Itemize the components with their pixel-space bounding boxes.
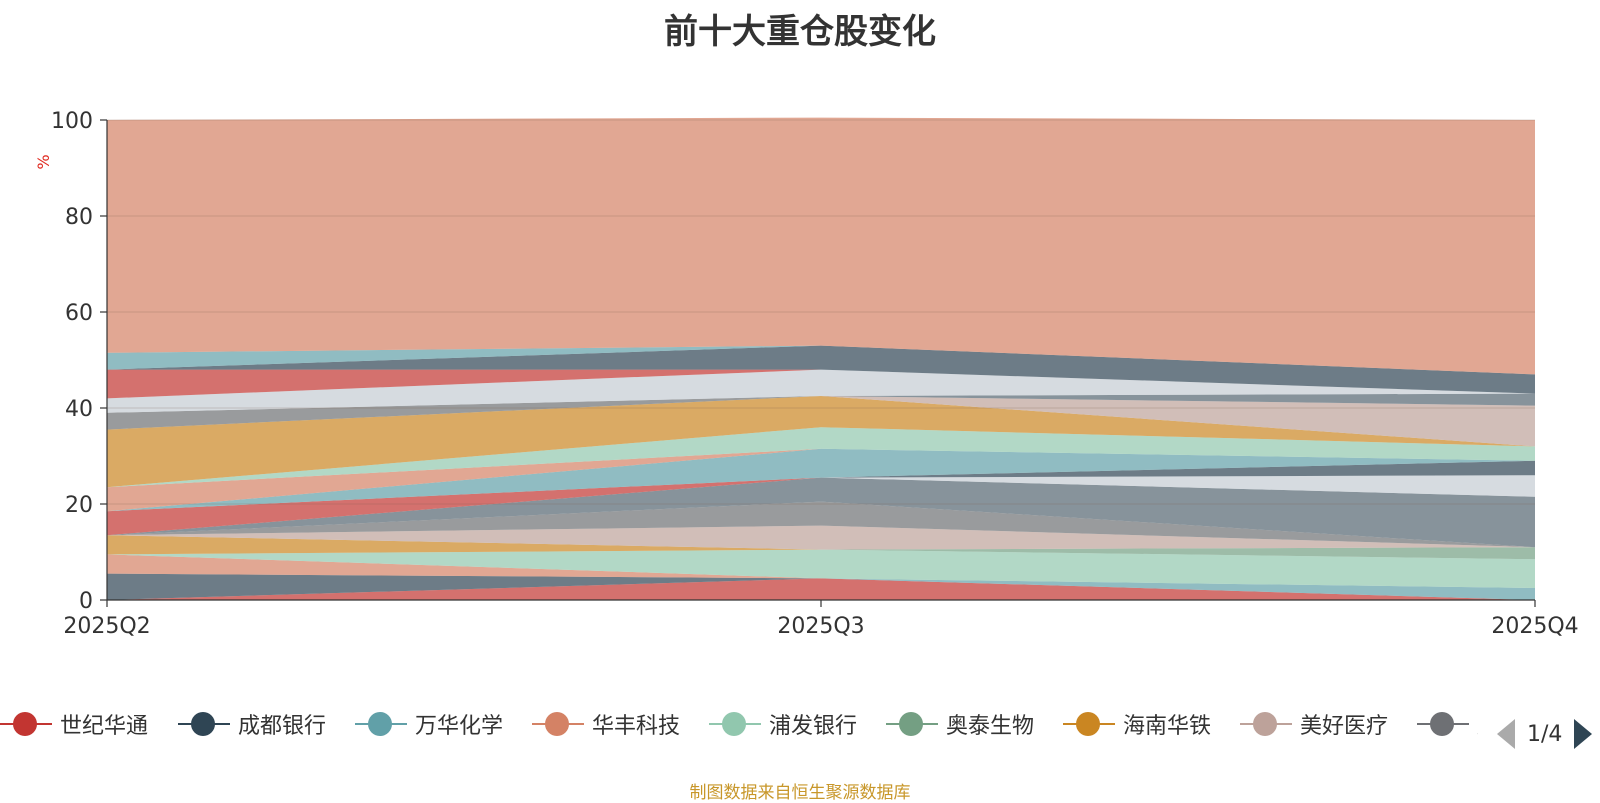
area-series-8: [107, 501, 1535, 548]
legend-item[interactable]: 美好医疗: [1240, 704, 1388, 744]
y-tick-label: 0: [79, 589, 93, 614]
x-tick-label: 2025Q2: [63, 614, 150, 639]
area-series-24: [107, 117, 1535, 375]
y-tick-label: 60: [65, 301, 93, 326]
area-series-1: [107, 573, 1535, 600]
y-tick-label: 20: [65, 493, 93, 518]
legend-marker-icon: [355, 704, 407, 744]
area-series-20: [107, 369, 1535, 413]
legend-label: 康…: [1477, 708, 1478, 740]
area-series-12: [107, 460, 1535, 512]
data-source-note: 制图数据来自恒生聚源数据库: [689, 783, 911, 803]
area-series-11: [107, 475, 1535, 536]
y-tick-label: 80: [65, 205, 93, 230]
x-tick-label: 2025Q4: [1491, 614, 1578, 639]
y-tick-label: 100: [51, 109, 93, 134]
legend-marker-icon: [709, 704, 761, 744]
legend-item[interactable]: 华丰科技: [532, 704, 680, 744]
legend-item[interactable]: 浦发银行: [709, 704, 857, 744]
area-series-9: [107, 477, 1535, 548]
legend-item[interactable]: 海南华铁: [1063, 704, 1211, 744]
legend-label: 浦发银行: [769, 714, 858, 739]
legend-item[interactable]: 成都银行: [178, 704, 326, 744]
legend-marker-icon: [178, 704, 230, 744]
legend-label: 万华化学: [415, 714, 504, 739]
area-series-21: [107, 369, 1535, 399]
legend-marker-icon: [532, 704, 584, 744]
previous-page-icon[interactable]: [1497, 719, 1515, 749]
legend-item[interactable]: 万华化学: [355, 704, 503, 744]
area-series-0: [107, 578, 1535, 600]
legend-item[interactable]: 奥泰生物: [886, 704, 1034, 744]
stacked-area-chart: 0 20 40 60 80 100% 2025Q2 2025Q3 2025Q4: [34, 109, 1579, 639]
legend-pager: 1/4: [1497, 716, 1593, 752]
legend-item[interactable]: 康…: [1417, 704, 1478, 744]
legend-item[interactable]: 世纪华通: [0, 704, 148, 744]
page-indicator: 1/4: [1527, 721, 1563, 747]
legend-label: 世纪华通: [60, 714, 149, 739]
area-series-10: [107, 475, 1535, 536]
legend-marker-icon: [1063, 704, 1115, 744]
legend-label: 美好医疗: [1300, 714, 1389, 739]
legend-marker-icon: [1417, 704, 1469, 744]
area-series-15: [107, 427, 1535, 488]
area-series-6: [107, 535, 1535, 555]
area-series-23: [107, 345, 1535, 375]
area-series-2: [107, 573, 1535, 600]
area-series-13: [107, 448, 1535, 512]
area-series-19: [107, 393, 1535, 413]
y-axis-unit-label: %: [34, 154, 53, 169]
legend-marker-icon: [0, 704, 52, 744]
next-page-icon[interactable]: [1574, 719, 1593, 749]
area-series-4: [107, 549, 1535, 588]
area-series-7: [107, 525, 1535, 550]
area-series-16: [107, 396, 1535, 488]
area-series-3: [107, 554, 1535, 588]
legend-marker-icon: [886, 704, 938, 744]
legend-label: 华丰科技: [592, 714, 681, 739]
chart-title: 前十大重仓股变化: [664, 12, 936, 52]
area-series-17: [107, 396, 1535, 447]
legend-label: 海南华铁: [1123, 714, 1212, 739]
x-tick-label: 2025Q3: [777, 614, 864, 639]
legend-label: 奥泰生物: [946, 714, 1035, 739]
area-series-5: [107, 547, 1535, 560]
y-tick-label: 40: [65, 397, 93, 422]
legend-marker-icon: [1240, 704, 1292, 744]
area-series-14: [107, 448, 1535, 512]
legend: 世纪华通 成都银行 万华化学 华丰科技 浦发银行 奥泰生物 海南华铁 美好医疗 康…: [0, 704, 1478, 744]
legend-label: 成都银行: [238, 714, 327, 739]
